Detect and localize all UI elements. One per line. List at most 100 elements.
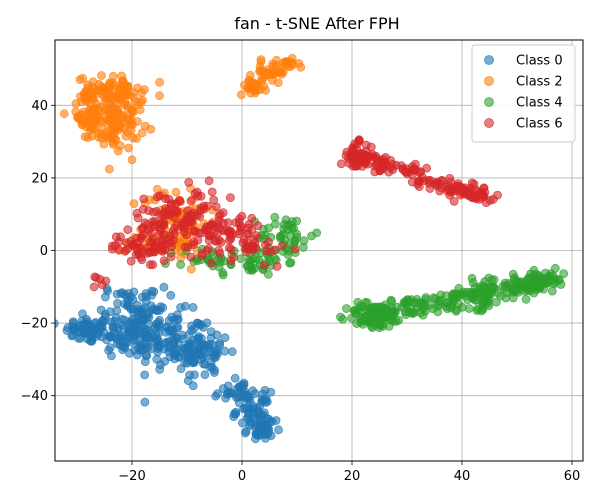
legend-label: Class 0 — [516, 54, 563, 69]
data-point — [59, 109, 69, 119]
data-point — [140, 121, 150, 131]
data-point — [176, 260, 186, 270]
data-point — [188, 347, 198, 357]
data-point — [135, 105, 145, 115]
data-point — [170, 354, 180, 364]
data-point — [270, 245, 279, 255]
data-point — [155, 91, 164, 101]
data-point — [76, 333, 85, 343]
legend-marker — [484, 55, 494, 65]
data-point — [237, 418, 247, 428]
data-point — [539, 284, 548, 294]
data-point — [187, 321, 196, 331]
legend-marker — [484, 118, 494, 128]
data-point — [204, 176, 214, 186]
data-point — [97, 71, 106, 80]
data-point — [109, 108, 119, 117]
data-point — [229, 412, 239, 422]
data-point — [186, 264, 196, 274]
data-point — [104, 86, 114, 96]
data-point — [368, 323, 377, 333]
data-point — [125, 348, 134, 358]
data-point — [478, 296, 488, 306]
data-point — [126, 256, 136, 266]
data-point — [253, 221, 263, 231]
data-point — [167, 312, 177, 322]
data-point — [211, 202, 221, 212]
data-point — [220, 346, 230, 356]
data-point — [214, 245, 224, 255]
x-tick-label: 40 — [454, 469, 471, 484]
data-point — [155, 364, 165, 374]
data-point — [229, 252, 239, 262]
data-point — [214, 262, 224, 272]
data-point — [526, 269, 535, 279]
data-point — [218, 270, 228, 280]
data-point — [418, 304, 428, 314]
data-point — [186, 196, 196, 206]
data-point — [453, 179, 463, 189]
data-point — [164, 347, 174, 356]
data-point — [401, 310, 411, 320]
data-point — [209, 221, 219, 231]
data-point — [140, 357, 150, 367]
data-point — [259, 81, 269, 91]
data-point — [89, 282, 99, 292]
data-point — [166, 252, 176, 262]
data-point — [277, 241, 287, 251]
data-point — [78, 309, 87, 319]
data-point — [55, 319, 59, 328]
data-point — [175, 195, 184, 205]
data-point — [350, 156, 360, 166]
data-point — [137, 255, 147, 265]
chart-title: fan - t-SNE After FPH — [234, 14, 399, 33]
data-point — [112, 116, 122, 126]
data-point — [186, 252, 196, 262]
data-point — [396, 161, 406, 171]
data-point — [521, 294, 531, 304]
data-point — [231, 218, 241, 228]
legend-box — [471, 44, 576, 143]
data-point — [114, 245, 124, 255]
data-point — [169, 223, 179, 233]
data-point — [91, 103, 100, 113]
data-point — [449, 196, 459, 206]
data-point — [270, 212, 280, 222]
x-tick-label: 20 — [344, 469, 361, 484]
data-point — [407, 177, 417, 187]
data-point — [138, 204, 148, 214]
data-point — [533, 273, 543, 283]
data-point — [126, 125, 136, 135]
data-point — [225, 193, 235, 203]
legend-label: Class 6 — [516, 117, 563, 132]
data-point — [234, 229, 244, 239]
data-point — [425, 184, 435, 193]
data-point — [189, 237, 199, 247]
data-point — [97, 332, 107, 342]
data-point — [124, 116, 134, 126]
data-point — [75, 75, 85, 84]
data-point — [137, 341, 147, 350]
data-point — [176, 303, 186, 312]
data-point — [354, 304, 364, 314]
data-point — [276, 233, 286, 243]
data-point — [370, 161, 380, 171]
data-point — [108, 71, 118, 81]
data-point — [455, 290, 465, 300]
data-point — [264, 414, 274, 424]
data-point — [472, 306, 482, 315]
data-point — [96, 320, 105, 330]
data-point — [508, 283, 518, 293]
data-point — [252, 231, 262, 241]
data-point — [207, 258, 217, 268]
data-point — [197, 251, 207, 261]
data-point — [129, 287, 139, 297]
data-point — [224, 243, 234, 253]
legend-marker — [484, 97, 494, 107]
data-point — [218, 208, 228, 218]
data-point — [148, 260, 158, 270]
y-tick-label: 40 — [31, 99, 48, 114]
data-point — [129, 93, 139, 103]
data-point — [127, 155, 137, 165]
